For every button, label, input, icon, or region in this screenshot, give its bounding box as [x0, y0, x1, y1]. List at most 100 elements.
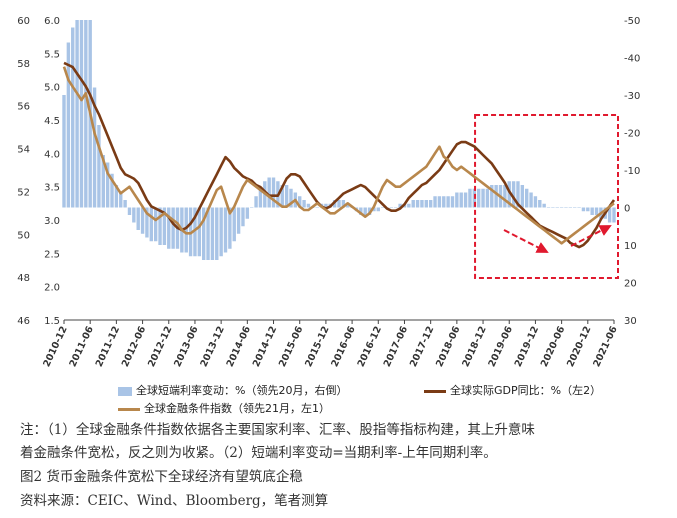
right-tick-label: -20 — [624, 129, 640, 140]
bar-mark — [302, 200, 306, 208]
left1-tick-label: 2.5 — [44, 249, 60, 260]
right-tick-label: -50 — [624, 16, 640, 27]
left1-tick-label: 3.5 — [44, 183, 60, 194]
x-tick-label: 2016-12 — [356, 325, 384, 369]
bar-mark — [97, 125, 101, 208]
bar-mark — [481, 188, 485, 208]
bar-mark — [184, 207, 188, 253]
bar-mark — [411, 200, 415, 208]
bar-mark — [520, 185, 525, 208]
bar-mark — [79, 20, 84, 208]
bar-mark — [162, 207, 167, 245]
bar-mark — [149, 207, 154, 242]
bar-mark — [581, 207, 586, 212]
source-note: 资料来源：CEIC、Wind、Bloomberg，笔者测算 — [20, 493, 329, 509]
x-tick-label: 2016-06 — [329, 324, 358, 369]
bar-mark — [542, 203, 546, 208]
bar-mark — [219, 207, 223, 257]
bar-mark — [197, 207, 202, 257]
bar-mark — [267, 177, 271, 208]
bar-mark — [215, 207, 219, 260]
bar-mark — [573, 207, 577, 208]
bar-mark — [407, 203, 411, 208]
bar-mark — [66, 42, 71, 208]
bar-mark — [564, 207, 568, 208]
bar-mark — [485, 188, 490, 208]
bar-mark — [223, 207, 228, 253]
highlight-box-layer — [474, 114, 619, 279]
bar-mark — [249, 207, 254, 208]
bar-mark — [298, 196, 302, 208]
left2-tick-label: 50 — [17, 230, 30, 241]
left1-tick-label: 4.0 — [44, 149, 60, 160]
bar-mark — [132, 207, 136, 223]
legend-gdp-swatch — [424, 389, 446, 393]
figure-title: 图2 货币金融条件宽松下全球经济有望筑底企稳 — [20, 469, 303, 485]
bar-mark — [524, 188, 529, 208]
bar-mark — [123, 200, 127, 208]
x-tick-label: 2012-06 — [120, 324, 149, 369]
bar-mark — [84, 20, 88, 208]
right-tick-label: 30 — [624, 316, 637, 327]
bar-mark — [590, 207, 594, 215]
legend-bar-swatch — [118, 386, 132, 396]
bar-mark — [463, 192, 468, 208]
bar-mark — [245, 207, 250, 219]
legend-gdp-label: 全球实际GDP同比：%（左2） — [450, 384, 602, 397]
bar-mark — [529, 192, 533, 208]
bar-mark — [232, 207, 236, 242]
right-tick-label: -40 — [624, 54, 640, 65]
bar-mark — [446, 196, 450, 208]
bar-mark — [459, 192, 463, 208]
bar-mark — [594, 207, 599, 215]
x-tick-label: 2014-12 — [251, 325, 279, 369]
bar-mark — [306, 203, 311, 208]
bar-mark — [145, 207, 149, 238]
left1-tick-label: 4.5 — [44, 116, 60, 127]
bar-mark — [62, 95, 66, 208]
bar-mark — [105, 162, 110, 208]
x-tick-label: 2010-12 — [41, 325, 69, 369]
x-tick-label: 2011-12 — [94, 325, 122, 369]
bar-mark — [158, 207, 162, 245]
bars-layer — [62, 20, 616, 260]
bar-mark — [92, 87, 97, 208]
bar-mark — [127, 207, 132, 215]
x-tick-label: 2018-06 — [434, 324, 463, 369]
bar-mark — [284, 185, 289, 208]
bar-mark — [551, 207, 555, 208]
bar-mark — [415, 200, 420, 208]
x-tick-label: 2015-12 — [303, 325, 331, 369]
left1-tick-label: 3.0 — [44, 216, 60, 227]
bar-mark — [363, 207, 367, 215]
bar-mark — [280, 185, 284, 208]
left2-tick-label: 48 — [17, 273, 30, 284]
x-tick-label: 2017-12 — [408, 325, 436, 369]
bar-mark — [450, 196, 455, 208]
x-tick-label: 2011-06 — [68, 324, 97, 369]
bar-mark — [586, 207, 590, 212]
right-tick-label: 10 — [624, 241, 637, 252]
bar-mark — [193, 207, 197, 257]
bar-mark — [424, 200, 429, 208]
bar-mark — [494, 185, 498, 208]
x-tick-label: 2019-12 — [513, 325, 541, 369]
bar-mark — [210, 207, 215, 260]
bar-mark — [119, 192, 123, 208]
bar-mark — [341, 200, 346, 208]
bar-mark — [433, 196, 437, 208]
bar-mark — [359, 207, 363, 215]
bar-mark — [71, 27, 75, 208]
bar-mark — [538, 200, 542, 208]
bar-mark — [568, 207, 573, 208]
left2-tick-label: 54 — [17, 145, 30, 156]
bar-mark — [346, 203, 350, 208]
legend-bar-item: 全球短端利率变动：%（领先20月，右倒） — [118, 382, 347, 398]
left1-tick-label: 2.0 — [44, 283, 60, 294]
bar-mark — [476, 188, 481, 208]
left1-tick-label: 5.5 — [44, 49, 60, 60]
bar-mark — [455, 192, 459, 208]
left2-tick-label: 56 — [17, 102, 30, 113]
x-tick-label: 2013-12 — [198, 325, 226, 369]
bar-mark — [468, 188, 472, 208]
